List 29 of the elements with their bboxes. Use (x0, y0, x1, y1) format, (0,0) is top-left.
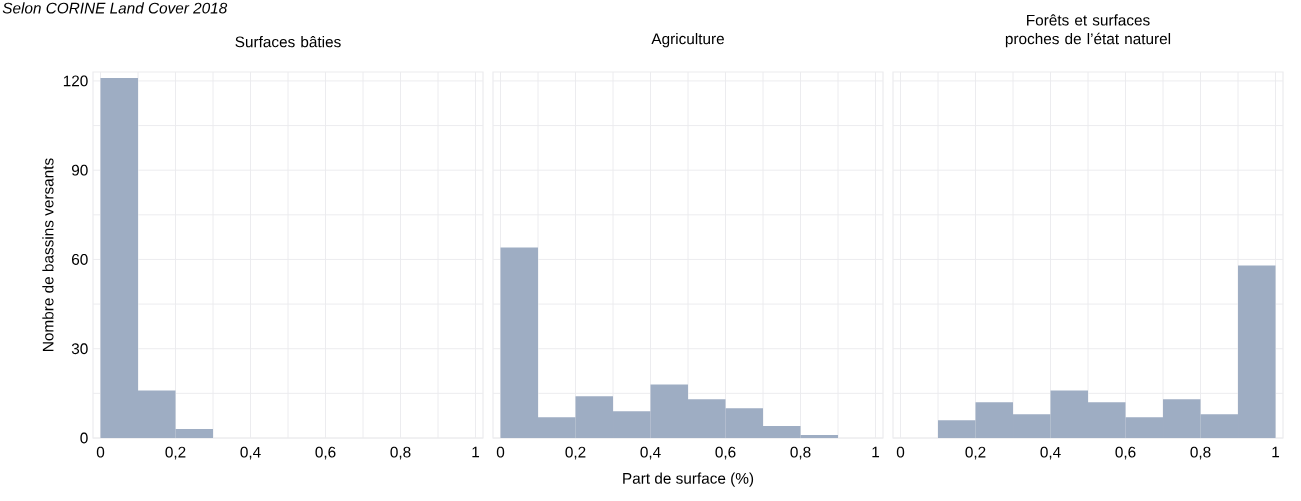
y-tick-label: 0 (80, 432, 88, 444)
x-tick-label: 0,4 (1040, 446, 1061, 460)
x-tick-label: 0,6 (715, 446, 736, 460)
x-tick-label: 0,8 (390, 446, 411, 460)
x-axis-title: Part de surface (%) (623, 472, 754, 487)
x-tick-label: 0 (896, 446, 905, 458)
chart-title: Agriculture (651, 33, 724, 48)
x-tick-label: 0,4 (640, 446, 661, 460)
y-tick-label: 30 (71, 343, 88, 355)
y-tick-label: 90 (71, 164, 88, 176)
x-tick-label: 0,6 (315, 446, 336, 460)
x-tick-label: 0 (96, 446, 105, 458)
y-tick-label: 120 (63, 75, 88, 87)
x-tick-label: 1 (1272, 446, 1280, 458)
chart-subtitle: Selon CORINE Land Cover 2018 (2, 2, 228, 14)
x-tick-label: 0,8 (790, 446, 811, 460)
x-tick-label: 0,2 (965, 446, 986, 460)
chart-title: Surfaces bâties (235, 35, 341, 48)
x-tick-label: 0,4 (240, 446, 261, 460)
x-tick-label: 0,2 (165, 446, 186, 460)
x-tick-label: 0,6 (1115, 446, 1136, 460)
x-tick-label: 1 (472, 446, 480, 458)
x-tick-label: 0 (496, 446, 505, 458)
y-axis-title: Nombre de bassins versants (42, 158, 54, 351)
x-tick-label: 0,2 (565, 446, 586, 460)
x-tick-label: 0,8 (1190, 446, 1211, 460)
chart-title: Forêts et surfaces proches de l’état naturel (1005, 14, 1171, 48)
y-tick-label: 60 (72, 254, 88, 265)
x-tick-label: 1 (872, 446, 880, 458)
